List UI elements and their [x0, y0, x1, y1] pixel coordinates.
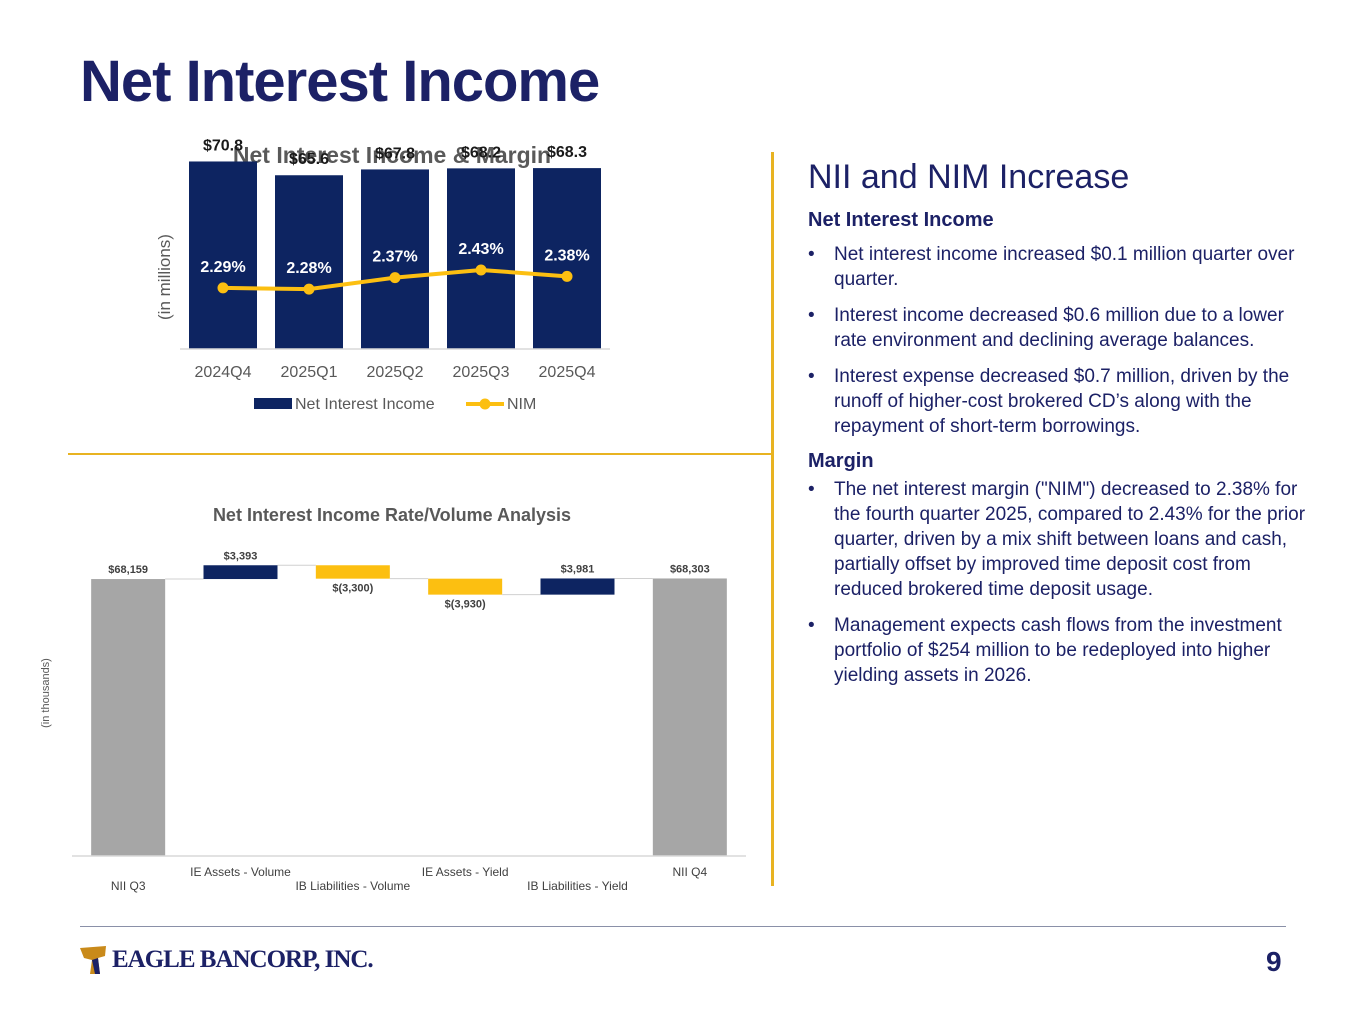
x-tick-label: IE Assets - Yield	[422, 865, 509, 879]
panel-heading: NII and NIM Increase	[808, 158, 1130, 196]
y-axis-label: (in millions)	[155, 234, 174, 320]
bar-value-label: $70.8	[203, 137, 243, 154]
list-item: • Net interest income increased $0.1 mill…	[808, 242, 1313, 292]
logo-text: EAGLE BANCORP, INC.	[112, 946, 374, 973]
nim-point	[561, 270, 573, 282]
x-tick-label: IB Liabilities - Yield	[527, 879, 628, 893]
nii-bar	[447, 168, 515, 349]
bar-value-label: $(3,930)	[445, 599, 486, 611]
x-tick-label: 2025Q1	[281, 364, 338, 381]
nim-point	[475, 264, 487, 276]
nii-margin-chart: Net Interest Income & Margin (in millions…	[155, 137, 610, 413]
bullet-text: Management expects cash flows from the i…	[834, 615, 1282, 686]
x-tick-label: 2024Q4	[195, 364, 252, 381]
chart-title: Net Interest Income Rate/Volume Analysis	[213, 505, 571, 525]
list-item: • Interest expense decreased $0.7 million…	[808, 364, 1313, 439]
bullet-text: Net interest income increased $0.1 milli…	[834, 244, 1295, 290]
bullet-icon: •	[808, 479, 815, 500]
legend-swatch-nim-point	[479, 398, 491, 410]
nim-value-label: 2.29%	[200, 259, 245, 276]
waterfall-bar	[540, 578, 615, 595]
page-title: Net Interest Income	[80, 49, 600, 114]
bullet-text: The net interest margin ("NIM") decrease…	[834, 479, 1306, 600]
x-tick-label: 2025Q3	[453, 364, 510, 381]
waterfall-bar	[91, 579, 166, 856]
waterfall-bar	[428, 578, 503, 595]
eagle-icon	[80, 946, 106, 974]
bar-value-label: $(3,300)	[332, 583, 373, 595]
nim-point	[389, 272, 401, 284]
chart-title: Net Interest Income & Margin	[233, 142, 551, 168]
nim-point	[217, 282, 229, 294]
nii-bar	[189, 161, 257, 349]
margin-bullet-list: • The net interest margin ("NIM") decreas…	[808, 477, 1313, 688]
bullet-icon: •	[808, 305, 815, 326]
bullet-icon: •	[808, 615, 815, 636]
horizontal-divider	[68, 453, 772, 455]
bar-value-label: $68.3	[547, 144, 587, 161]
vertical-divider	[771, 152, 774, 886]
waterfall-bar	[203, 565, 278, 580]
nim-point	[303, 283, 315, 295]
waterfall-bar	[652, 578, 727, 856]
nim-value-label: 2.38%	[544, 247, 589, 264]
list-item: • The net interest margin ("NIM") decreas…	[808, 477, 1313, 602]
bar-value-label: $67.8	[375, 145, 415, 162]
margin-section-title: Margin	[808, 450, 874, 472]
nim-value-label: 2.28%	[286, 260, 331, 277]
nii-bullet-list: • Net interest income increased $0.1 mill…	[808, 242, 1313, 439]
footer-divider	[80, 926, 1286, 927]
nii-bar	[533, 168, 601, 349]
bullet-icon: •	[808, 366, 815, 387]
bar-value-label: $68.2	[461, 144, 501, 161]
x-tick-label: NII Q4	[672, 865, 707, 879]
rate-volume-waterfall-chart: Net Interest Income Rate/Volume Analysis…	[40, 505, 746, 893]
bar-value-label: $68,159	[108, 564, 148, 576]
x-tick-label: IB Liabilities - Volume	[295, 879, 410, 893]
nim-value-label: 2.37%	[372, 249, 417, 266]
bullet-text: Interest expense decreased $0.7 million,…	[834, 366, 1290, 437]
x-tick-label: 2025Q4	[539, 364, 596, 381]
page-number: 9	[1266, 946, 1282, 977]
list-item: • Management expects cash flows from the …	[808, 613, 1313, 688]
nii-section-title: Net Interest Income	[808, 209, 994, 231]
x-tick-label: NII Q3	[111, 879, 146, 893]
legend-swatch-nii	[254, 398, 292, 409]
company-logo: EAGLE BANCORP, INC.	[78, 942, 374, 978]
bar-value-label: $65.6	[289, 151, 329, 168]
nim-value-label: 2.43%	[458, 241, 503, 258]
bar-value-label: $68,303	[670, 563, 710, 575]
commentary-panel: NII and NIM Increase Net Interest Income…	[808, 158, 1313, 699]
waterfall-bar	[315, 565, 390, 579]
list-item: • Interest income decreased $0.6 million …	[808, 303, 1313, 353]
x-tick-label: 2025Q2	[367, 364, 424, 381]
x-tick-label: IE Assets - Volume	[190, 865, 291, 879]
legend-label: NIM	[507, 396, 536, 413]
bullet-text: Interest income decreased $0.6 million d…	[834, 305, 1284, 351]
bar-value-label: $3,981	[561, 563, 595, 575]
y-axis-label: (in thousands)	[40, 658, 52, 728]
nii-bar	[275, 175, 343, 349]
nii-bar	[361, 169, 429, 349]
bullet-icon: •	[808, 244, 815, 265]
legend-label: Net Interest Income	[295, 396, 435, 413]
bar-value-label: $3,393	[224, 550, 258, 562]
